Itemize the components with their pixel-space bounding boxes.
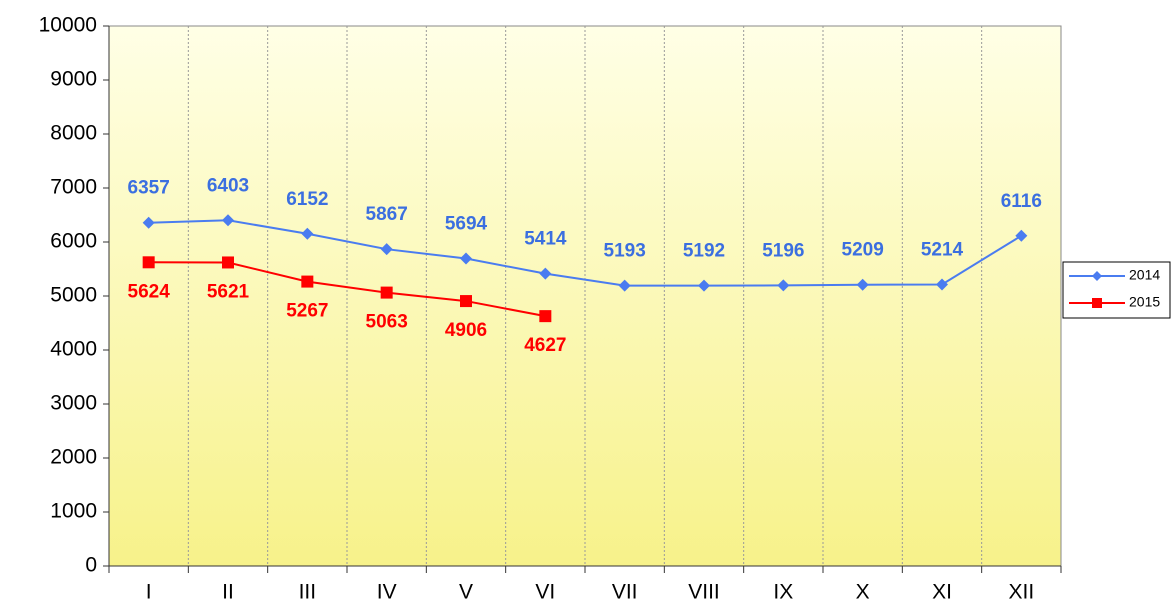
y-tick-label: 7000 [50,176,97,199]
legend-label: 2014 [1129,267,1160,283]
y-tick-label: 0 [85,554,97,577]
data-label: 5267 [286,301,328,322]
data-label: 6403 [207,175,249,196]
series-line [148,219,1022,287]
point [222,256,234,269]
point [856,278,869,291]
data-label: 5192 [683,241,725,262]
y-tick-label: 3000 [50,392,97,415]
x-tick-label: II [222,581,234,604]
legend [1062,261,1171,319]
point [142,256,155,269]
y-tick-label: 2000 [50,446,97,469]
point [698,279,710,292]
point [539,310,552,323]
data-label: 5624 [128,281,171,302]
data-label: 6357 [128,178,170,199]
legend-marker [1092,298,1102,308]
x-tick-label: XII [1008,581,1034,604]
point [380,243,393,256]
x-tick-label: X [856,581,870,604]
x-tick-label: IX [773,581,793,604]
x-tick-label: VIII [688,581,720,604]
legend-label: 2015 [1129,294,1160,310]
y-tick-label: 5000 [50,284,97,307]
point [1015,229,1028,242]
y-tick-label: 9000 [50,68,97,91]
data-label: 5063 [366,312,408,333]
legend-marker [1092,271,1102,281]
data-label: 5414 [524,229,567,250]
data-label: 5196 [762,240,804,261]
data-label: 5209 [842,240,884,261]
data-label: 6152 [286,189,328,210]
x-tick-label: VII [612,581,638,604]
y-tick-label: 8000 [50,122,97,145]
x-tick-label: III [299,581,317,604]
series-line [148,261,546,318]
data-label: 6116 [1001,191,1042,212]
y-tick-label: 6000 [50,230,97,253]
point [460,252,472,265]
point [222,214,234,227]
point [777,279,790,292]
data-label: 5867 [366,204,408,225]
x-tick-label: IV [377,581,397,604]
x-tick-label: VI [535,581,555,604]
x-tick-label: V [459,581,473,604]
x-tick-label: I [146,581,152,604]
point [142,216,155,229]
point [380,286,393,299]
point [460,295,472,308]
data-label: 5193 [604,241,646,262]
data-label: 4906 [445,320,487,341]
point [301,275,314,288]
y-tick-label: 4000 [50,338,97,361]
y-tick-label: 10000 [39,14,97,37]
y-tick-label: 1000 [50,500,97,523]
data-label: 5694 [445,214,488,235]
data-label: 5214 [921,239,964,260]
point [618,279,631,292]
data-label: 4627 [524,335,566,356]
data-label: 5621 [207,281,250,302]
point [301,227,314,240]
point [539,267,552,280]
x-tick-label: XI [932,581,952,604]
point [936,278,948,291]
